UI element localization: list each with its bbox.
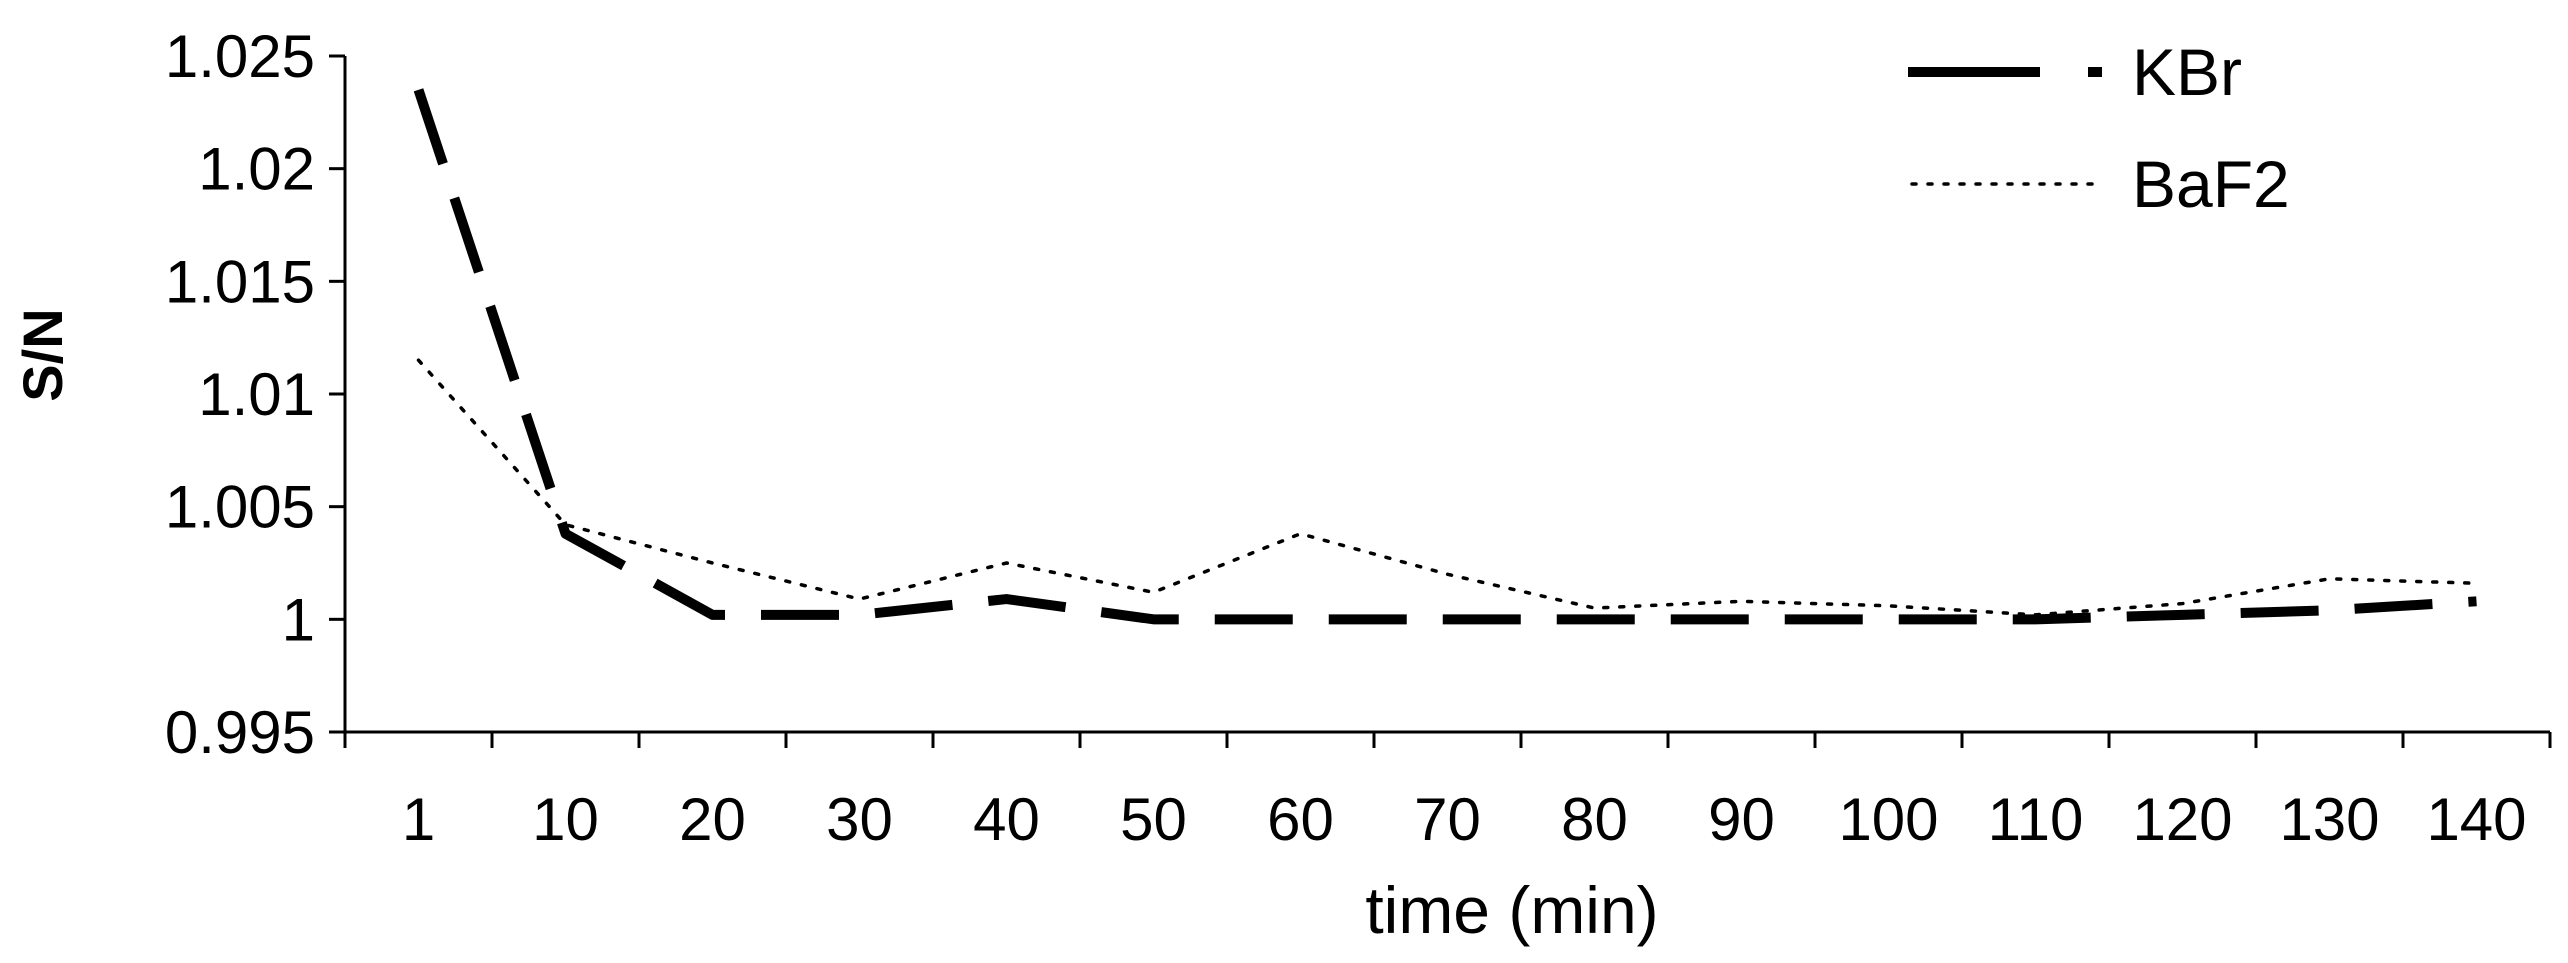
x-tick-label: 130: [2279, 786, 2379, 853]
x-tick-label: 50: [1120, 786, 1187, 853]
legend-label-baf2: BaF2: [2132, 147, 2290, 221]
x-tick-label: 120: [2132, 786, 2232, 853]
x-tick-label: 10: [532, 786, 599, 853]
x-tick-label: 110: [1988, 786, 2084, 853]
y-tick-label: 1: [282, 586, 315, 653]
x-tick-label: 60: [1267, 786, 1334, 853]
y-tick-label: 1.01: [198, 361, 315, 428]
y-axis-title: S/N: [11, 308, 74, 401]
x-tick-label: 1: [402, 786, 435, 853]
x-tick-label: 70: [1414, 786, 1481, 853]
legend-label-kbr: KBr: [2132, 35, 2242, 109]
x-tick-label: 90: [1708, 786, 1775, 853]
y-tick-label: 1.025: [165, 23, 315, 90]
y-tick-label: 0.995: [165, 699, 315, 766]
x-axis-ticks: 1 10 20 30 40 50 60 70 80 90 100 110 120 130 140: [343, 732, 2552, 853]
x-tick-label: 100: [1838, 786, 1938, 853]
series-line-baf2: [416, 358, 2479, 617]
x-tick-label: 80: [1561, 786, 1628, 853]
y-tick-label: 1.005: [165, 474, 315, 541]
x-tick-label: 140: [2426, 786, 2526, 853]
series-layer: [413, 88, 2479, 625]
y-tick-label: 1.02: [198, 136, 315, 203]
y-tick-label: 1.015: [165, 248, 315, 315]
x-tick-label: 30: [826, 786, 893, 853]
x-tick-label: 20: [679, 786, 746, 853]
x-tick-label: 40: [973, 786, 1040, 853]
y-axis-ticks: 0.995 1 1.005 1.01 1.015 1.02 1.025: [165, 23, 345, 766]
x-axis-title: time (min): [1365, 873, 1658, 947]
legend: KBr BaF2: [1908, 35, 2290, 221]
series-line-kbr: [413, 88, 2477, 625]
